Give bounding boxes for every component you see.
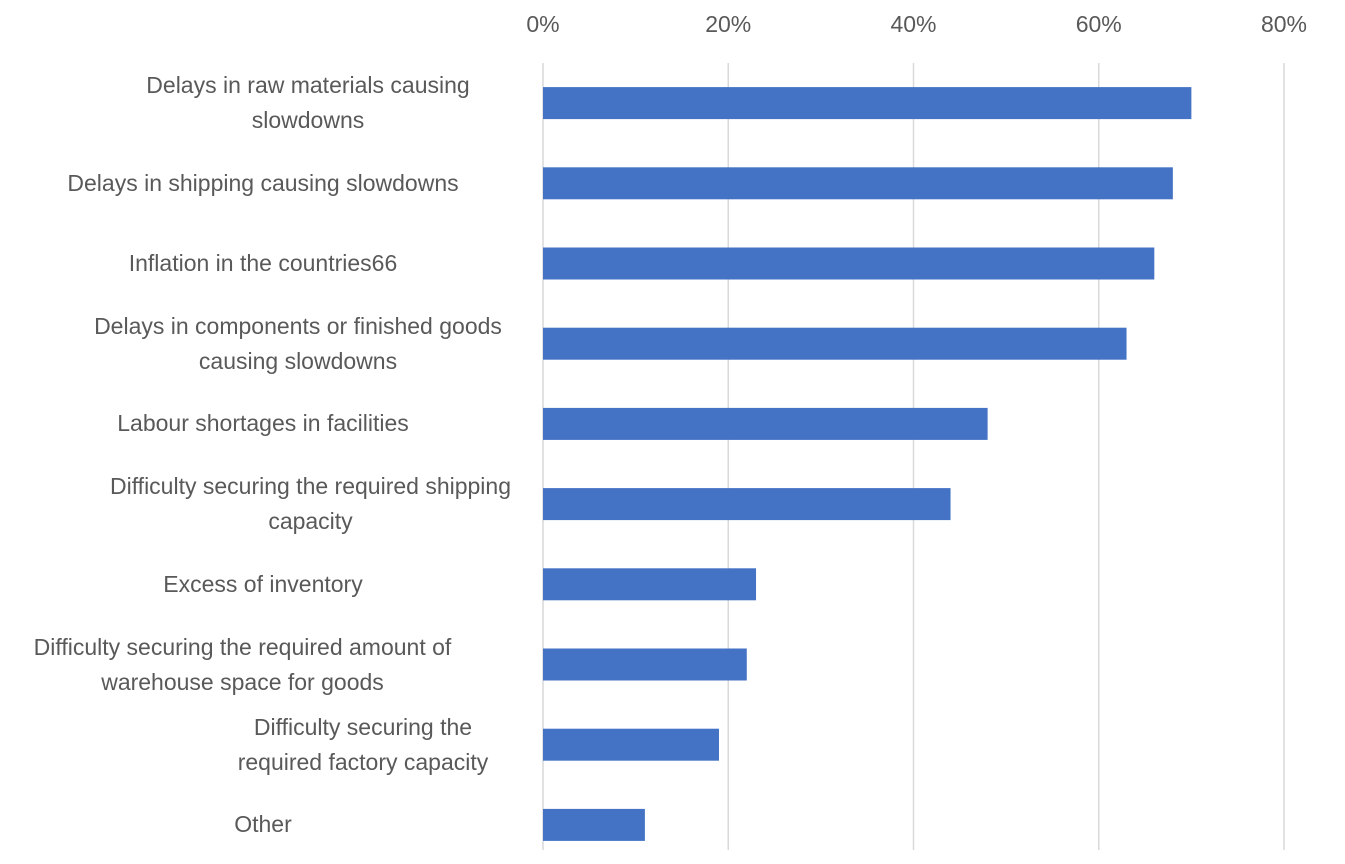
x-tick-label: 80% <box>1261 11 1307 37</box>
y-tick-label: Labour shortages in facilities <box>117 410 409 437</box>
y-tick-label: Delays in shipping causing slowdowns <box>67 169 459 196</box>
bar <box>543 488 951 521</box>
bar <box>543 247 1155 280</box>
bar <box>543 327 1127 360</box>
y-tick-label: Other <box>234 811 292 838</box>
bar <box>543 808 645 841</box>
bar <box>543 167 1173 200</box>
bar <box>543 407 988 440</box>
bar <box>543 568 757 601</box>
x-tick-label: 0% <box>526 11 559 37</box>
x-tick-label: 20% <box>705 11 751 37</box>
bar <box>543 648 747 681</box>
x-tick-label: 60% <box>1076 11 1122 37</box>
y-tick-label: Difficulty securing the required shippin… <box>109 473 512 535</box>
y-tick-label: Difficulty securing the required factory… <box>237 713 489 775</box>
bar <box>543 87 1192 120</box>
bar <box>543 728 719 761</box>
y-tick-label: Delays in raw materials causing slowdown… <box>146 72 470 134</box>
y-tick-label: Difficulty securing the required amount … <box>33 633 452 695</box>
y-tick-label: Delays in components or finished goods c… <box>94 312 502 374</box>
y-tick-label: Inflation in the countries66 <box>128 250 398 276</box>
y-tick-label: Excess of inventory <box>163 570 363 597</box>
x-tick-label: 40% <box>890 11 936 37</box>
